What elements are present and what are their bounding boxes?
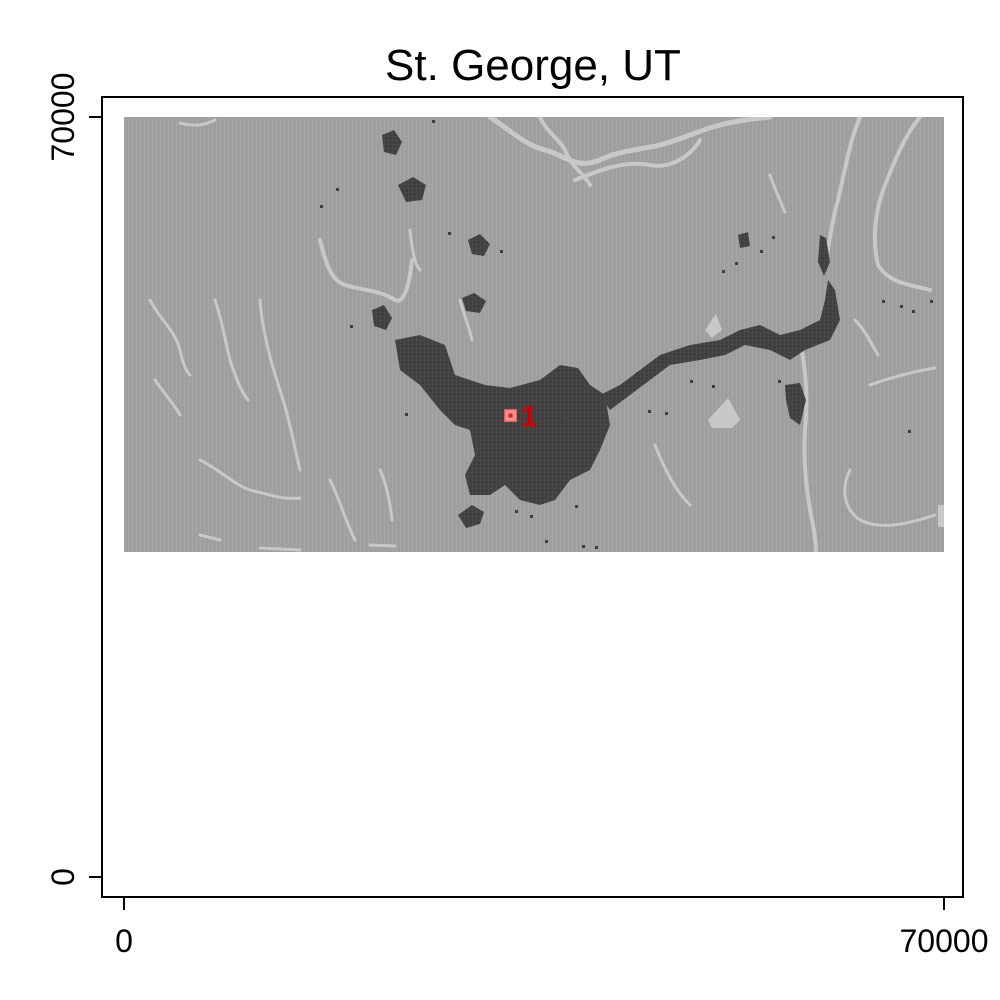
urban-cluster: [458, 505, 484, 528]
stream-feature: [458, 298, 474, 342]
stream-feature: [653, 443, 692, 507]
location-marker-label: 1: [521, 401, 538, 434]
stream-feature: [853, 318, 880, 357]
urban-corridor: [600, 280, 840, 410]
raster-map: [124, 117, 944, 552]
stream-feature: [573, 138, 702, 182]
urban-speckle: [722, 270, 725, 273]
urban-speckle: [760, 250, 763, 253]
urban-speckle: [735, 262, 738, 265]
y-axis: 0 70000: [45, 73, 103, 886]
stream-feature: [768, 173, 787, 214]
location-marker-center: [508, 413, 513, 418]
stream-feature: [487, 117, 773, 166]
urban-cluster: [738, 232, 750, 248]
stream-feature: [798, 338, 818, 552]
urban-core: [395, 335, 610, 505]
urban-speckle: [405, 413, 408, 416]
y-tick-label: 0: [45, 868, 81, 886]
urban-speckle: [575, 505, 578, 508]
urban-speckle: [432, 120, 435, 123]
stream-feature: [824, 117, 862, 262]
urban-speckle: [595, 546, 598, 549]
urban-cluster: [818, 235, 830, 276]
stream-feature: [213, 298, 250, 402]
x-axis: 0 70000: [115, 896, 989, 959]
urban-speckle: [930, 300, 933, 303]
x-tick-label: 0: [115, 923, 133, 959]
urban-speckle: [560, 420, 563, 423]
urban-speckle: [912, 310, 915, 313]
stream-feature: [872, 117, 932, 292]
light-patch: [938, 505, 944, 527]
stream-feature: [328, 478, 357, 542]
stream-features: [148, 117, 937, 552]
urban-speckle: [772, 236, 775, 239]
stream-feature: [368, 543, 397, 548]
y-tick-label: 70000: [45, 73, 81, 162]
urban-cluster: [468, 234, 490, 256]
marker-layer: 1: [504, 401, 538, 434]
stream-feature: [198, 533, 222, 542]
stream-feature: [378, 468, 394, 522]
light-patch: [708, 398, 740, 428]
stream-feature: [148, 298, 192, 377]
urban-cluster: [372, 305, 392, 330]
stream-feature: [258, 298, 302, 472]
urban-speckle: [350, 325, 353, 328]
stream-feature: [153, 378, 182, 417]
urban-cluster: [382, 130, 402, 155]
urban-speckle: [778, 380, 781, 383]
stream-feature: [258, 546, 302, 552]
urban-speckle: [320, 205, 323, 208]
light-patch: [705, 314, 722, 338]
urban-speckle: [582, 545, 585, 548]
urban-speckle: [628, 380, 631, 383]
urban-speckle: [515, 510, 518, 513]
urban-speckle: [545, 540, 548, 543]
stream-feature: [408, 228, 422, 272]
urban-speckle: [448, 232, 451, 235]
urban-speckles: [320, 120, 933, 549]
stream-feature: [868, 366, 937, 387]
urban-speckle: [648, 410, 651, 413]
urban-speckle: [882, 300, 885, 303]
x-tick-label: 70000: [900, 923, 989, 959]
urban-cluster: [398, 177, 426, 202]
urban-speckle: [530, 515, 533, 518]
urban-speckle: [336, 188, 339, 191]
stream-feature: [178, 118, 217, 127]
stream-feature: [843, 468, 937, 527]
stream-feature: [318, 238, 414, 303]
urban-speckle: [908, 430, 911, 433]
urban-speckle: [636, 372, 639, 375]
stream-patches: [705, 314, 944, 527]
urban-area: [372, 130, 840, 528]
urban-cluster: [785, 383, 806, 425]
chart-title: St. George, UT: [385, 41, 681, 90]
urban-speckle: [665, 412, 668, 415]
urban-speckle: [690, 380, 693, 383]
urban-speckle: [500, 250, 503, 253]
urban-speckle: [712, 385, 715, 388]
stream-feature: [198, 458, 302, 500]
urban-speckle: [900, 305, 903, 308]
urban-cluster: [462, 293, 486, 313]
